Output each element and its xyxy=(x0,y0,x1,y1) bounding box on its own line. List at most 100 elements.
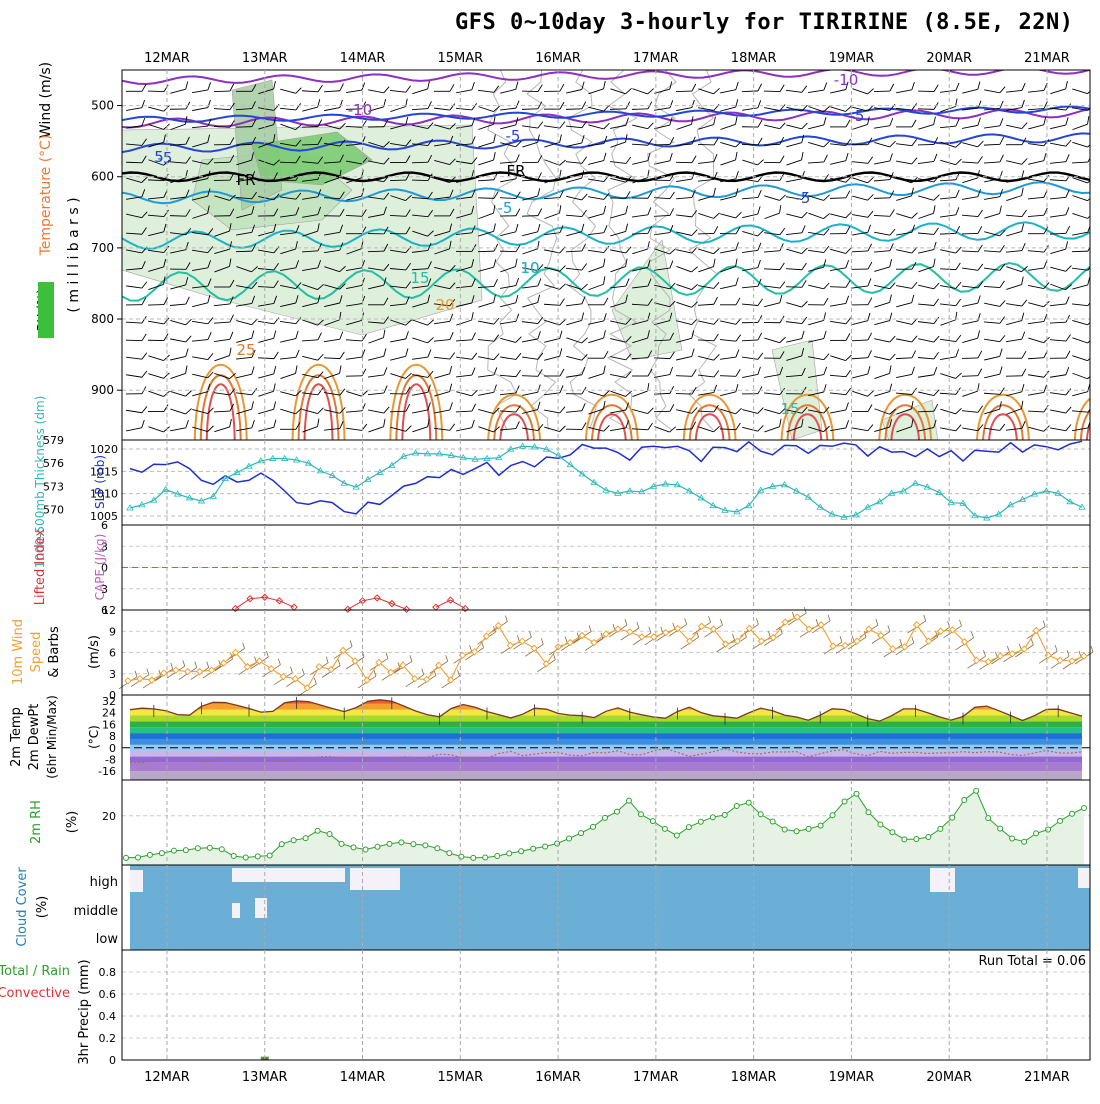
wind-barb xyxy=(764,155,784,162)
rh-marker xyxy=(1082,806,1087,811)
temp-color-band xyxy=(122,739,1090,745)
wind-barb xyxy=(280,402,301,415)
wind-barb xyxy=(279,350,300,359)
rh-marker xyxy=(471,855,476,860)
wind-barb xyxy=(918,385,939,396)
wind-speed-marker xyxy=(1069,658,1075,664)
wind-barb xyxy=(718,116,739,129)
wind-barb xyxy=(719,242,740,253)
wind-barb xyxy=(852,385,873,398)
wind-barb xyxy=(168,365,189,378)
wind-speed-marker xyxy=(268,666,274,672)
top-day-label: 16MAR xyxy=(535,51,581,66)
wind-barb xyxy=(807,83,828,93)
cloud-units-label: (%) xyxy=(35,896,50,919)
wind-barb xyxy=(236,314,257,326)
pressure-tick-label: 500 xyxy=(91,99,114,113)
wind-barb xyxy=(258,351,278,359)
slp-line xyxy=(130,441,1082,514)
wind-barb xyxy=(390,387,410,394)
wind-barb xyxy=(456,385,477,397)
wind-barb xyxy=(1027,208,1048,217)
temp-tick-label: 32 xyxy=(102,695,116,708)
wind-barb xyxy=(521,224,542,236)
wind-barb xyxy=(830,314,851,324)
wind-barb xyxy=(676,369,696,377)
wind-barb xyxy=(940,154,961,166)
rh-marker xyxy=(483,855,488,860)
rh-marker xyxy=(710,815,715,820)
wind-barb xyxy=(126,350,147,359)
wind-barb xyxy=(455,420,476,431)
wind-barb xyxy=(918,297,939,306)
wind-barb xyxy=(586,81,607,94)
wind-barb xyxy=(302,333,322,341)
wind-speed-marker xyxy=(639,634,645,640)
wind-barb xyxy=(587,313,608,324)
precip-tick-label: 0 xyxy=(109,1054,116,1067)
wind-barb xyxy=(1028,420,1049,432)
wind-axis-label: Wind (m/s) xyxy=(38,62,54,138)
wind-barb xyxy=(720,369,740,377)
wind-barb xyxy=(984,83,1005,94)
wind-barb xyxy=(852,244,872,252)
rh-marker xyxy=(183,848,188,853)
wind-barb xyxy=(742,315,762,322)
wind-barb xyxy=(1006,118,1027,129)
wind-speed-marker xyxy=(627,629,633,635)
wind-barb xyxy=(741,243,762,253)
wind-barb xyxy=(632,82,653,95)
wind-barb xyxy=(830,191,850,199)
wind-barb xyxy=(456,350,477,360)
contour-label: 15 xyxy=(780,400,799,418)
wind-barb xyxy=(1027,190,1048,199)
wind-barb xyxy=(148,333,168,340)
wind-barb xyxy=(213,332,234,342)
wind-barb xyxy=(214,102,234,110)
rh-marker xyxy=(674,833,679,838)
wind-tick-label: 12 xyxy=(102,604,116,617)
rh-marker xyxy=(854,791,859,796)
rh-tick-label: 20 xyxy=(102,810,116,823)
temp-tick-label: 16 xyxy=(102,718,116,731)
wind-barb xyxy=(940,332,961,342)
temp-tick-label: 8 xyxy=(109,730,116,743)
rh-marker xyxy=(207,845,212,850)
wind-barb xyxy=(455,368,476,377)
wind-barb xyxy=(1049,154,1070,163)
wind-barb xyxy=(784,152,805,165)
rh-marker xyxy=(1010,836,1015,841)
bottom-day-label: 20MAR xyxy=(926,1070,972,1085)
pressure-tick-label: 900 xyxy=(91,383,114,397)
wind-barb xyxy=(432,366,453,378)
wind-speed-marker xyxy=(137,676,143,682)
wind-barb xyxy=(148,367,169,380)
wind-barb xyxy=(434,421,455,430)
rh-marker xyxy=(758,812,763,817)
wind-barb xyxy=(1028,368,1049,378)
wind-speed-marker xyxy=(818,622,824,628)
wind-barb xyxy=(896,314,917,325)
rh-marker xyxy=(303,836,308,841)
wind-speed-marker xyxy=(830,643,836,649)
cloud-gap xyxy=(232,903,240,918)
wind-barb xyxy=(764,84,784,92)
wind-barb xyxy=(984,386,1004,394)
rh-marker xyxy=(950,815,955,820)
rh-marker xyxy=(638,812,643,817)
wind-barb xyxy=(983,118,1004,128)
temp2m-axis-label: 2m Temp xyxy=(9,707,24,767)
wind-speed-marker xyxy=(567,640,573,646)
temp-color-band xyxy=(122,733,1090,739)
wind-barb xyxy=(940,297,961,306)
wind-barb xyxy=(742,421,763,433)
rh-marker xyxy=(806,826,811,831)
rh-marker xyxy=(291,838,296,843)
wind-barb xyxy=(256,331,277,343)
wind-barb xyxy=(874,208,894,216)
wind-barb xyxy=(763,295,784,307)
temp-color-band xyxy=(122,751,1090,757)
warm-loop xyxy=(684,395,736,445)
